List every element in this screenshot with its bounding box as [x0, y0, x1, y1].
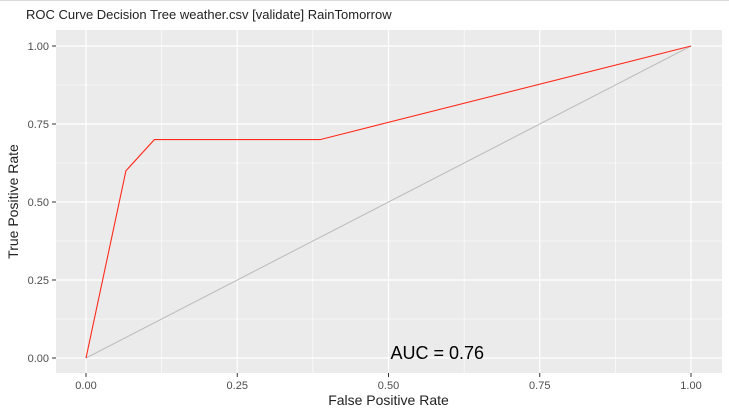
x-tick-label: 0.25 — [227, 380, 248, 392]
x-tick-label: 0.50 — [378, 380, 399, 392]
top-border — [0, 0, 729, 1]
x-tick-label: 0.75 — [529, 380, 550, 392]
tick-layer: 0.00 0.25 0.50 0.75 1.00 0.00 0.25 0.50 0.75 1.00 — [28, 41, 702, 392]
x-axis-title: False Positive Rate — [328, 392, 449, 408]
series-layer — [85, 45, 692, 359]
chart-title: ROC Curve Decision Tree weather.csv [val… — [26, 7, 392, 22]
y-tick-label: 0.75 — [28, 119, 49, 131]
y-tick-label: 0.25 — [28, 275, 49, 287]
y-tick-label: 1.00 — [28, 41, 49, 53]
x-tick-label: 1.00 — [680, 380, 701, 392]
x-tick-label: 0.00 — [75, 380, 96, 392]
y-tick-label: 0.00 — [28, 353, 49, 365]
roc-curve-line — [85, 45, 692, 359]
diagonal-reference-line — [85, 45, 692, 359]
y-axis-title: True Positive Rate — [5, 144, 21, 259]
y-tick-label: 0.50 — [28, 197, 49, 209]
auc-annotation: AUC = 0.76 — [391, 343, 485, 363]
